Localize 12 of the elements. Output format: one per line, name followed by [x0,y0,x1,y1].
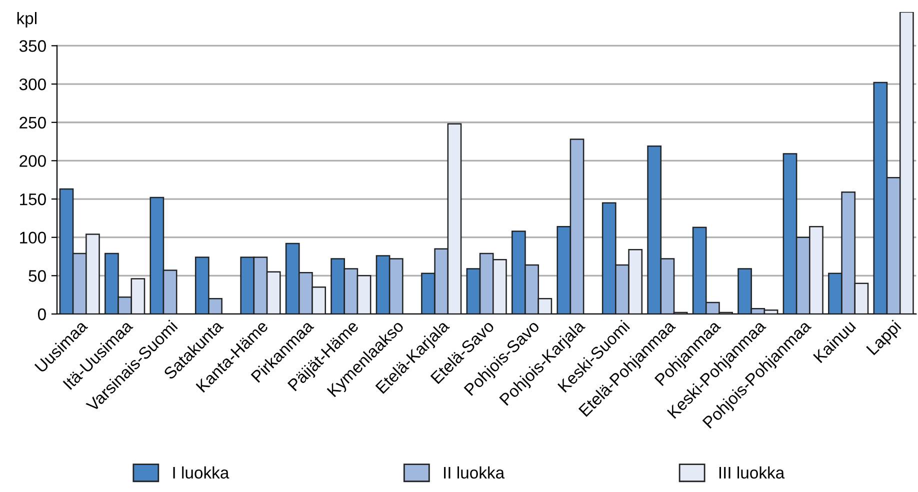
y-tick-label: 100 [20,232,46,244]
y-tick-label: 300 [19,78,46,90]
legend-label: III luokka [719,466,785,479]
y-tick-label: 200 [20,155,46,167]
y-tick-label: 250 [20,116,46,129]
legend-label: I luokka [173,466,230,479]
y-tick-label: 350 [19,40,46,52]
legend-label: II luokka [444,466,505,479]
y-tick-label: 150 [20,193,46,206]
y-tick-label: 0 [38,308,46,320]
y-tick-label: 50 [28,270,46,282]
y-axis-title: kpl [17,12,36,28]
